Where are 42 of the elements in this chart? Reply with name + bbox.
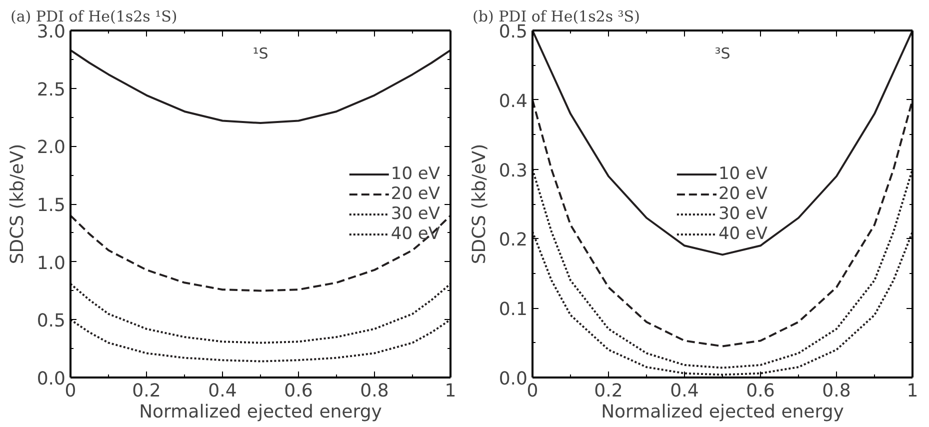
legend-label: 30 eV: [718, 204, 768, 224]
annotation: ¹S: [252, 44, 268, 62]
y-tick-label: 1.0: [36, 252, 66, 274]
y-tick-label: 0.5: [36, 310, 66, 332]
y-tick-label: 0.4: [498, 90, 528, 112]
y-tick-label: 0.1: [498, 299, 528, 320]
x-tick-label: 0.2: [132, 380, 161, 402]
x-tick-label: 0: [526, 380, 538, 402]
x-tick-label: 0.8: [360, 380, 389, 402]
y-tick-label: 1.5: [36, 195, 66, 216]
x-axis-title: Normalized ejected energy: [139, 402, 382, 422]
x-tick-label: 1: [444, 380, 456, 402]
y-tick-label: 0.2: [498, 230, 528, 251]
x-tick-label: 0.4: [208, 380, 237, 402]
x-tick-label: 0: [64, 380, 76, 402]
x-tick-label: 0.6: [284, 380, 313, 402]
line-series: [532, 98, 912, 348]
x-tick-label: 0.2: [594, 380, 623, 402]
line-series: [70, 282, 450, 344]
annotation: ³S: [714, 44, 730, 62]
line-series: [532, 168, 912, 369]
x-tick-label: 0.8: [822, 380, 851, 402]
line-series: [70, 318, 450, 362]
y-axis-title: SDCS (kb/eV): [468, 144, 490, 264]
y-tick-label: 2.5: [36, 79, 66, 100]
line-series: [70, 49, 450, 124]
legend-label: 10 eV: [390, 164, 440, 184]
x-axis-title: Normalized ejected energy: [601, 402, 844, 422]
legend-label: 40 eV: [390, 224, 440, 244]
y-tick-label: 0.0: [36, 368, 66, 390]
x-tick-label: 0.4: [670, 380, 699, 402]
y-axis-title: SDCS (kb/eV): [6, 144, 28, 264]
x-tick-label: 0.6: [746, 380, 775, 402]
y-tick-label: 2.0: [36, 137, 66, 158]
legend-label: 30 eV: [390, 204, 440, 224]
legend-label: 10 eV: [718, 164, 768, 184]
legend-label: 20 eV: [718, 184, 768, 204]
y-tick-label: 0.0: [498, 368, 528, 390]
x-tick-label: 1: [906, 380, 918, 402]
legend-label: 40 eV: [718, 224, 768, 244]
y-tick-label: 0.3: [498, 160, 528, 182]
legend-label: 20 eV: [390, 184, 440, 204]
